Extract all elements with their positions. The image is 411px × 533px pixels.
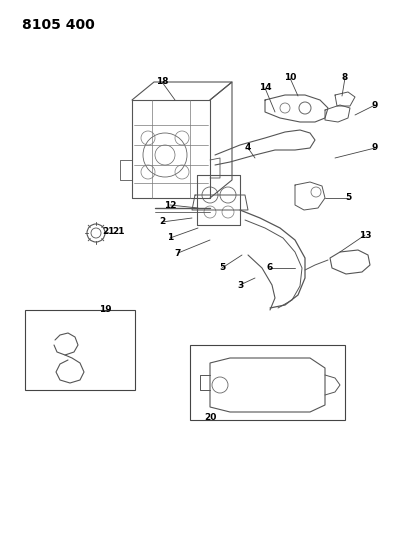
Text: 6: 6 (267, 263, 273, 272)
Text: 9: 9 (372, 143, 378, 152)
Text: 10: 10 (284, 74, 296, 83)
Text: 19: 19 (99, 305, 111, 314)
Text: 2: 2 (159, 217, 165, 227)
Text: 8: 8 (342, 74, 348, 83)
Text: 7: 7 (175, 248, 181, 257)
Text: 14: 14 (259, 84, 271, 93)
Text: 13: 13 (359, 230, 371, 239)
Text: 5: 5 (219, 263, 225, 272)
Text: 20: 20 (204, 414, 216, 423)
Text: 5: 5 (345, 193, 351, 203)
Text: 18: 18 (156, 77, 168, 86)
Text: 21: 21 (102, 228, 114, 237)
Bar (25, 310, 135, 390)
Text: 21: 21 (112, 228, 125, 237)
Text: 12: 12 (164, 200, 176, 209)
Text: 9: 9 (372, 101, 378, 109)
Text: 3: 3 (237, 280, 243, 289)
Text: 4: 4 (245, 143, 251, 152)
Text: 1: 1 (167, 233, 173, 243)
Bar (190, 345, 345, 420)
Text: 8105 400: 8105 400 (22, 18, 95, 32)
